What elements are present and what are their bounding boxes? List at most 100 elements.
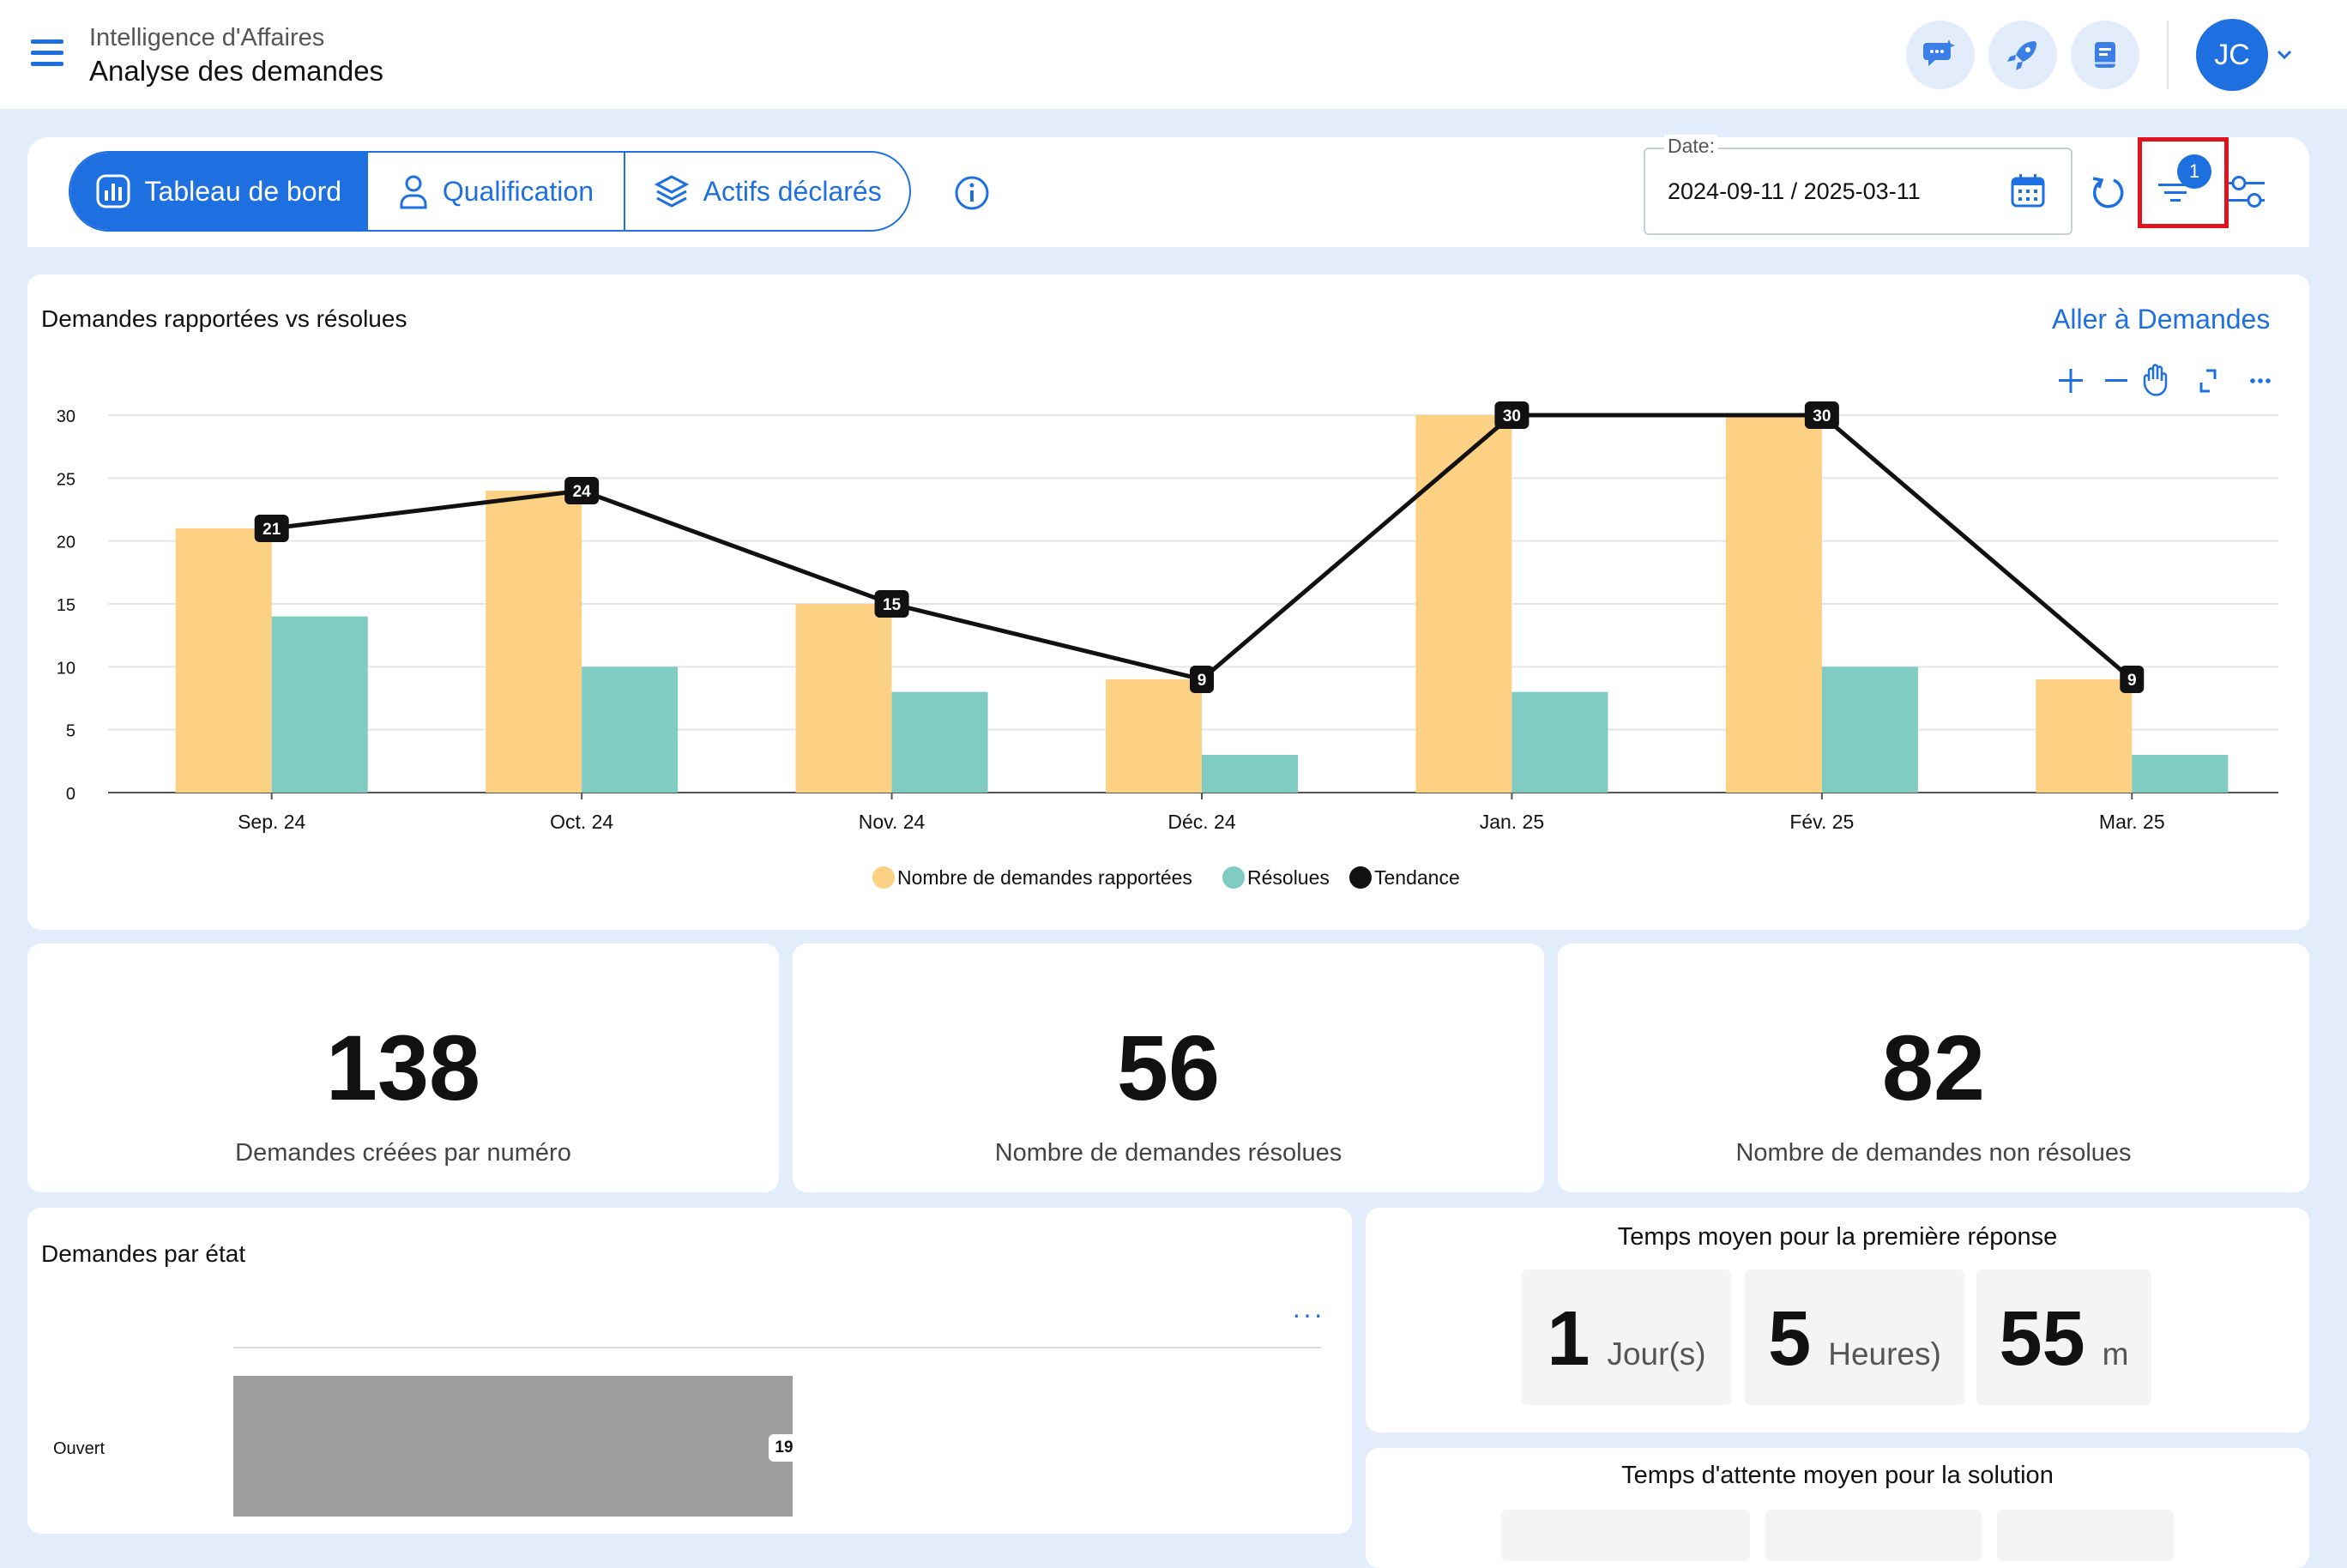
bar-reported	[486, 491, 582, 793]
zoom-in-icon[interactable]	[2059, 369, 2083, 393]
time-hours-box: 5 Heures)	[1745, 1269, 1964, 1405]
kpi-label: Demandes créées par numéro	[235, 1139, 571, 1167]
trend-data-label: 9	[2127, 672, 2137, 690]
legend-label: Nombre de demandes rapportées	[897, 866, 1192, 889]
legend-label: Résolues	[1247, 866, 1330, 889]
y-tick-label: 30	[57, 407, 75, 426]
bar-resolved	[582, 666, 679, 793]
tab-qualification[interactable]: Qualification	[368, 153, 626, 230]
ai-chat-button[interactable]	[1906, 21, 1975, 89]
date-range-field[interactable]	[1644, 148, 2072, 235]
trend-point	[1494, 401, 1529, 429]
x-tick-label: Nov. 24	[859, 811, 926, 833]
trend-data-label: 21	[262, 521, 281, 539]
tab-label: Tableau de bord	[144, 175, 342, 207]
legend-swatch	[1222, 866, 1245, 889]
y-tick-label: 15	[57, 596, 75, 615]
rocket-icon	[2007, 41, 2036, 70]
x-tick-label: Mar. 25	[2099, 811, 2165, 833]
date-range-value[interactable]: 2024-09-11 / 2025-03-11	[1668, 178, 1921, 204]
wait-hours-box	[1765, 1510, 1982, 1561]
y-tick-label: 20	[57, 534, 75, 552]
sliders-settings-icon[interactable]	[2225, 170, 2268, 214]
legend-label: Tendance	[1374, 866, 1460, 889]
dashboard-chart-icon	[96, 174, 130, 208]
trend-data-label: 15	[883, 596, 902, 614]
bar-reported	[1725, 415, 1822, 793]
chevron-down-icon[interactable]	[2275, 45, 2294, 63]
trend-data-label: 9	[1198, 672, 1207, 690]
time-days-box: 1 Jour(s)	[1522, 1269, 1731, 1405]
tab-tableau-de-bord[interactable]: Tableau de bord	[70, 153, 368, 230]
reported-vs-resolved-card	[27, 274, 2309, 930]
bar-resolved	[2132, 755, 2229, 793]
wait-days-box	[1501, 1510, 1750, 1561]
legend-swatch	[1349, 866, 1372, 889]
avatar[interactable]: JC	[2196, 19, 2268, 91]
kpi-value: 56	[1116, 1016, 1221, 1119]
y-tick-label: 25	[57, 470, 75, 489]
pan-hand-icon[interactable]	[2143, 364, 2168, 396]
bar-resolved	[891, 691, 988, 793]
kpi-card-resolved: 56 Nombre de demandes résolues	[793, 944, 1544, 1192]
info-icon[interactable]	[954, 175, 990, 211]
state-chart-axis	[233, 1347, 1321, 1348]
state-chart-title: Demandes par état	[41, 1240, 246, 1267]
menu-icon[interactable]	[31, 39, 63, 67]
trend-point	[254, 515, 289, 542]
bar-reported	[1106, 679, 1202, 793]
layers-icon	[654, 175, 689, 208]
page-title: Analyse des demandes	[89, 55, 384, 87]
bar-reported	[2036, 679, 2133, 793]
tab-actifs-declares[interactable]: Actifs déclarés	[625, 153, 909, 230]
kpi-card-unresolved: 82 Nombre de demandes non résolues	[1558, 944, 2309, 1192]
calendar-icon[interactable]	[2009, 172, 2047, 209]
zoom-out-icon[interactable]	[2105, 379, 2127, 382]
time-unit: m	[2102, 1336, 2129, 1372]
trend-point	[2120, 666, 2145, 693]
state-bar-ouvert[interactable]	[233, 1376, 793, 1517]
kpi-label: Nombre de demandes résolues	[994, 1139, 1342, 1167]
kpi-value: 138	[325, 1016, 481, 1119]
person-icon	[400, 175, 427, 209]
first-response-title: Temps moyen pour la première réponse	[1617, 1223, 2058, 1251]
time-unit: Heures)	[1828, 1336, 1941, 1372]
tab-label: Qualification	[442, 175, 594, 207]
x-tick-label: Fév. 25	[1789, 811, 1854, 833]
refresh-icon[interactable]	[2088, 172, 2126, 213]
bar-reported	[175, 528, 272, 793]
rocket-button[interactable]	[1988, 21, 2057, 89]
more-icon[interactable]	[2250, 378, 2271, 383]
reset-zoom-icon[interactable]	[2199, 369, 2217, 393]
header-divider	[2167, 21, 2169, 89]
filter-icon[interactable]	[2155, 172, 2196, 206]
app-name: Intelligence d'Affaires	[89, 24, 325, 51]
docs-button[interactable]	[2071, 21, 2139, 89]
time-unit: Jour(s)	[1607, 1336, 1706, 1372]
wait-time-title: Temps d'attente moyen pour la solution	[1621, 1462, 2054, 1489]
y-tick-label: 5	[66, 722, 75, 741]
y-tick-label: 10	[57, 659, 75, 678]
trend-point	[564, 477, 600, 504]
bar-resolved	[271, 616, 368, 793]
x-tick-label: Sep. 24	[238, 811, 305, 833]
state-category-label: Ouvert	[53, 1439, 106, 1458]
more-icon[interactable]: ···	[1292, 1299, 1324, 1330]
ai-chat-icon	[1923, 39, 1955, 66]
kpi-label: Nombre de demandes non résolues	[1735, 1139, 2132, 1167]
time-value: 1	[1547, 1296, 1590, 1382]
trend-data-label: 24	[573, 483, 592, 501]
chart-title: Demandes rapportées vs résolues	[41, 305, 407, 332]
wait-minutes-box	[1997, 1510, 2174, 1561]
chart-toolbar	[2059, 364, 2271, 396]
time-value: 55	[1999, 1296, 2085, 1382]
trend-data-label: 30	[1503, 407, 1521, 425]
x-tick-label: Oct. 24	[550, 811, 613, 833]
filter-count-badge: 1	[2177, 154, 2211, 189]
go-to-requests-link[interactable]: Aller à Demandes	[2052, 304, 2271, 335]
trend-point	[1190, 666, 1214, 693]
state-bar-value: 19	[769, 1434, 799, 1462]
tab-label: Actifs déclarés	[703, 175, 882, 207]
trend-point	[1804, 401, 1839, 429]
y-tick-label: 0	[66, 785, 75, 804]
